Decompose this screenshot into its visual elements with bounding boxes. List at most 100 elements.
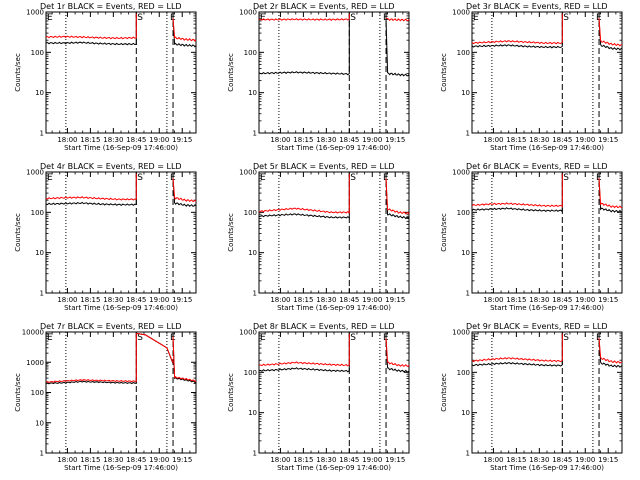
y-tick-label: 1	[40, 290, 44, 298]
series-line-before	[45, 333, 137, 383]
series-line-after	[172, 336, 197, 384]
series-line-before	[258, 333, 350, 367]
x-tick-label: 19:15	[172, 296, 192, 304]
y-tick-label: 10	[461, 249, 470, 257]
series-line-after	[172, 178, 197, 208]
y-tick-label: 10	[35, 89, 44, 97]
y-tick-label: 10	[35, 419, 44, 427]
x-tick-label: 18:30	[529, 136, 549, 144]
chart-svg: Det 4r BLACK = Events, RED = LLD 1 10 100 10…	[14, 162, 197, 312]
series-line-after	[385, 18, 410, 77]
plot-panel: Det 4r BLACK = Events, RED = LLD 1 10 100 10…	[0, 160, 213, 320]
x-tick-label: 18:15	[293, 296, 313, 304]
series-line-after	[172, 18, 197, 42]
x-axis-label: Start Time (16-Sep-09 17:46:00)	[277, 144, 391, 152]
x-tick-label: 18:00	[270, 136, 290, 144]
x-tick-label: 18:15	[293, 456, 313, 464]
chart-title: Det 2r BLACK = Events, RED = LLD	[253, 2, 395, 11]
series-line-before	[471, 173, 563, 208]
x-tick-label: 18:45	[552, 296, 572, 304]
series-line-after	[598, 178, 623, 213]
x-axis-label: Start Time (16-Sep-09 17:46:00)	[490, 304, 604, 312]
y-tick-label: 1000	[452, 169, 470, 177]
series-line-before	[471, 333, 563, 363]
x-tick-label: 18:30	[103, 136, 123, 144]
start-marker: S	[350, 13, 356, 23]
chart-title: Det 6r BLACK = Events, RED = LLD	[466, 162, 608, 171]
x-tick-label: 19:15	[385, 296, 405, 304]
x-tick-label: 19:00	[149, 136, 169, 144]
series-line-after	[385, 338, 410, 368]
start-marker: S	[563, 13, 569, 23]
y-tick-label: 100	[31, 209, 44, 217]
chart-title: Det 1r BLACK = Events, RED = LLD	[40, 2, 182, 11]
y-tick-label: 1000	[452, 9, 470, 17]
begin-marker: E	[473, 333, 479, 343]
chart-title: Det 9r BLACK = Events, RED = LLD	[466, 322, 608, 331]
x-tick-label: 18:45	[126, 296, 146, 304]
x-tick-label: 19:15	[385, 456, 405, 464]
y-axis-label: Counts/sec	[14, 53, 22, 92]
x-tick-label: 19:00	[362, 456, 382, 464]
end-marker: E	[170, 13, 176, 23]
y-tick-label: 1	[466, 290, 470, 298]
begin-marker: E	[260, 173, 266, 183]
x-tick-label: 18:30	[316, 296, 336, 304]
x-tick-label: 18:45	[552, 136, 572, 144]
series-line-flare	[136, 332, 174, 363]
begin-marker: E	[260, 333, 266, 343]
chart-svg: Det 7r BLACK = Events, RED = LLD 1 10 100 10…	[14, 322, 197, 472]
series-line-after	[172, 336, 197, 382]
y-tick-label: 1	[40, 130, 44, 138]
series-line-after	[598, 18, 623, 47]
y-tick-label: 10	[248, 89, 257, 97]
series-line-after	[172, 18, 197, 48]
chart-title: Det 4r BLACK = Events, RED = LLD	[40, 162, 182, 171]
y-tick-label: 10	[35, 249, 44, 257]
series-line-before	[45, 173, 137, 201]
end-marker: E	[383, 173, 389, 183]
x-tick-label: 18:00	[483, 296, 503, 304]
x-tick-label: 19:15	[598, 456, 618, 464]
plot-panel: Det 5r BLACK = Events, RED = LLD 1 10 100 10…	[213, 160, 426, 320]
x-tick-label: 18:30	[103, 296, 123, 304]
begin-marker: E	[47, 173, 53, 183]
series-line-before	[45, 173, 137, 207]
y-tick-label: 10	[461, 89, 470, 97]
y-tick-label: 1	[466, 450, 470, 458]
series-line-after	[598, 178, 623, 209]
x-tick-label: 18:30	[103, 456, 123, 464]
y-axis-label: Counts/sec	[440, 373, 448, 412]
x-tick-label: 18:00	[270, 456, 290, 464]
y-axis-label: Counts/sec	[14, 213, 22, 252]
y-axis-label: Counts/sec	[227, 373, 235, 412]
series-line-before	[471, 13, 563, 45]
start-marker: S	[563, 333, 569, 343]
y-tick-label: 1000	[239, 169, 257, 177]
start-marker: S	[137, 333, 143, 343]
y-tick-label: 1000	[26, 169, 44, 177]
series-line-after	[598, 338, 623, 364]
begin-marker: E	[260, 13, 266, 23]
series-line-before	[45, 13, 137, 40]
series-line-after	[385, 178, 410, 215]
plot-panel: Det 9r BLACK = Events, RED = LLD 1 10 100 10…	[426, 320, 639, 480]
y-tick-label: 1000	[26, 359, 44, 367]
y-axis-label: Counts/sec	[440, 213, 448, 252]
x-tick-label: 18:15	[80, 456, 100, 464]
y-tick-label: 1	[253, 130, 257, 138]
x-tick-label: 18:00	[57, 456, 77, 464]
end-marker: E	[170, 173, 176, 183]
chart-svg: Det 6r BLACK = Events, RED = LLD 1 10 100 10…	[440, 162, 623, 312]
x-tick-label: 18:30	[529, 456, 549, 464]
x-tick-label: 18:15	[293, 136, 313, 144]
x-tick-label: 18:15	[80, 296, 100, 304]
x-tick-label: 18:45	[339, 136, 359, 144]
series-line-before	[258, 173, 350, 219]
x-tick-label: 19:00	[575, 296, 595, 304]
y-tick-label: 100	[31, 49, 44, 57]
x-tick-label: 18:30	[316, 136, 336, 144]
x-tick-label: 18:45	[339, 456, 359, 464]
y-tick-label: 100	[457, 369, 470, 377]
x-tick-label: 18:00	[483, 456, 503, 464]
